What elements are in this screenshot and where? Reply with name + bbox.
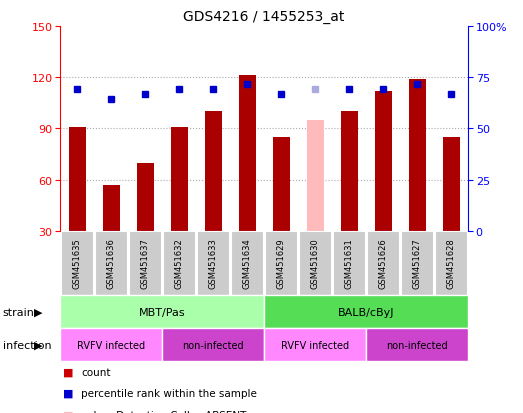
FancyBboxPatch shape xyxy=(60,295,264,328)
FancyBboxPatch shape xyxy=(299,231,332,295)
Text: infection: infection xyxy=(3,340,51,350)
FancyBboxPatch shape xyxy=(231,231,264,295)
Text: count: count xyxy=(81,367,110,377)
Text: percentile rank within the sample: percentile rank within the sample xyxy=(81,388,257,398)
Bar xyxy=(306,121,324,231)
Title: GDS4216 / 1455253_at: GDS4216 / 1455253_at xyxy=(184,10,345,24)
FancyBboxPatch shape xyxy=(264,295,468,328)
Bar xyxy=(408,80,426,231)
Bar xyxy=(103,185,120,231)
Bar xyxy=(442,138,460,231)
Text: GSM451631: GSM451631 xyxy=(345,238,354,289)
FancyBboxPatch shape xyxy=(367,231,400,295)
Bar xyxy=(238,76,256,231)
Bar xyxy=(340,112,358,231)
Text: RVFV infected: RVFV infected xyxy=(281,340,349,350)
Text: GSM451626: GSM451626 xyxy=(379,238,388,289)
FancyBboxPatch shape xyxy=(129,231,162,295)
Bar xyxy=(272,138,290,231)
Text: MBT/Pas: MBT/Pas xyxy=(139,307,186,317)
FancyBboxPatch shape xyxy=(435,231,468,295)
FancyBboxPatch shape xyxy=(197,231,230,295)
Text: BALB/cByJ: BALB/cByJ xyxy=(338,307,394,317)
FancyBboxPatch shape xyxy=(60,328,162,361)
Text: GSM451632: GSM451632 xyxy=(175,238,184,289)
Text: ■: ■ xyxy=(63,410,73,413)
Text: GSM451637: GSM451637 xyxy=(141,238,150,289)
FancyBboxPatch shape xyxy=(61,231,94,295)
FancyBboxPatch shape xyxy=(401,231,434,295)
FancyBboxPatch shape xyxy=(264,328,366,361)
FancyBboxPatch shape xyxy=(95,231,128,295)
Text: ■: ■ xyxy=(63,367,73,377)
Bar xyxy=(374,92,392,231)
Bar xyxy=(137,163,154,231)
Text: GSM451634: GSM451634 xyxy=(243,238,252,289)
Bar xyxy=(204,112,222,231)
Text: non-infected: non-infected xyxy=(386,340,448,350)
Text: ▶: ▶ xyxy=(34,340,42,350)
Text: GSM451628: GSM451628 xyxy=(447,238,456,289)
Text: GSM451636: GSM451636 xyxy=(107,238,116,289)
Text: ▶: ▶ xyxy=(34,307,42,317)
Text: non-infected: non-infected xyxy=(183,340,244,350)
Bar xyxy=(69,127,86,231)
Text: GSM451633: GSM451633 xyxy=(209,238,218,289)
Text: GSM451630: GSM451630 xyxy=(311,238,320,289)
FancyBboxPatch shape xyxy=(366,328,468,361)
FancyBboxPatch shape xyxy=(333,231,366,295)
Text: value, Detection Call = ABSENT: value, Detection Call = ABSENT xyxy=(81,410,246,413)
FancyBboxPatch shape xyxy=(162,328,264,361)
Text: strain: strain xyxy=(3,307,35,317)
Text: GSM451635: GSM451635 xyxy=(73,238,82,289)
Bar xyxy=(170,127,188,231)
FancyBboxPatch shape xyxy=(265,231,298,295)
Text: ■: ■ xyxy=(63,388,73,398)
FancyBboxPatch shape xyxy=(163,231,196,295)
Text: GSM451627: GSM451627 xyxy=(413,238,422,289)
Text: GSM451629: GSM451629 xyxy=(277,238,286,289)
Text: RVFV infected: RVFV infected xyxy=(77,340,145,350)
